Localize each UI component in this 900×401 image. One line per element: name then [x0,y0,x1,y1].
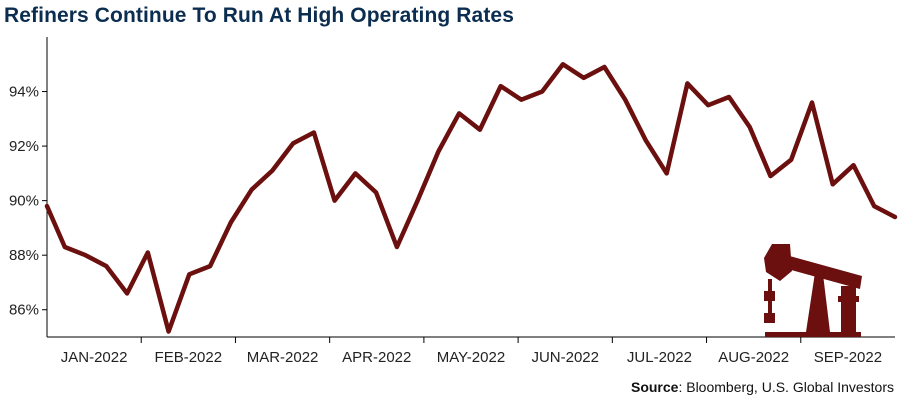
y-tick-label: 90% [9,193,39,210]
x-tick-label: SEP-2022 [814,349,882,366]
oil-pumpjack-icon [764,244,862,337]
y-axis-ticks: 86% 88% 90% 92% 94% [9,84,47,319]
series-group [44,62,898,334]
y-tick-label: 88% [9,247,39,264]
x-tick-label: JUN-2022 [531,349,599,366]
y-tick-label: 92% [9,138,39,155]
x-tick-label: JUL-2022 [627,349,692,366]
x-tick-label: MAR-2022 [247,349,319,366]
x-tick-label: MAY-2022 [437,349,505,366]
series-line [44,62,898,334]
x-tick-label: AUG-2022 [718,349,789,366]
y-tick-label: 86% [9,302,39,319]
source-label: Source [630,379,679,395]
axes [46,37,895,338]
x-axis-ticks: JAN-2022 FEB-2022 MAR-2022 APR-2022 MAY-2022… [61,337,882,366]
x-tick-label: FEB-2022 [155,349,223,366]
x-tick-label: JAN-2022 [61,349,128,366]
source-note: Source: Bloomberg, U.S. Global Investors [631,379,894,395]
y-tick-label: 94% [9,84,39,101]
chart-title: Refiners Continue To Run At High Operati… [4,4,514,27]
x-tick-label: APR-2022 [342,349,411,366]
source-text: : Bloomberg, U.S. Global Investors [678,379,894,395]
